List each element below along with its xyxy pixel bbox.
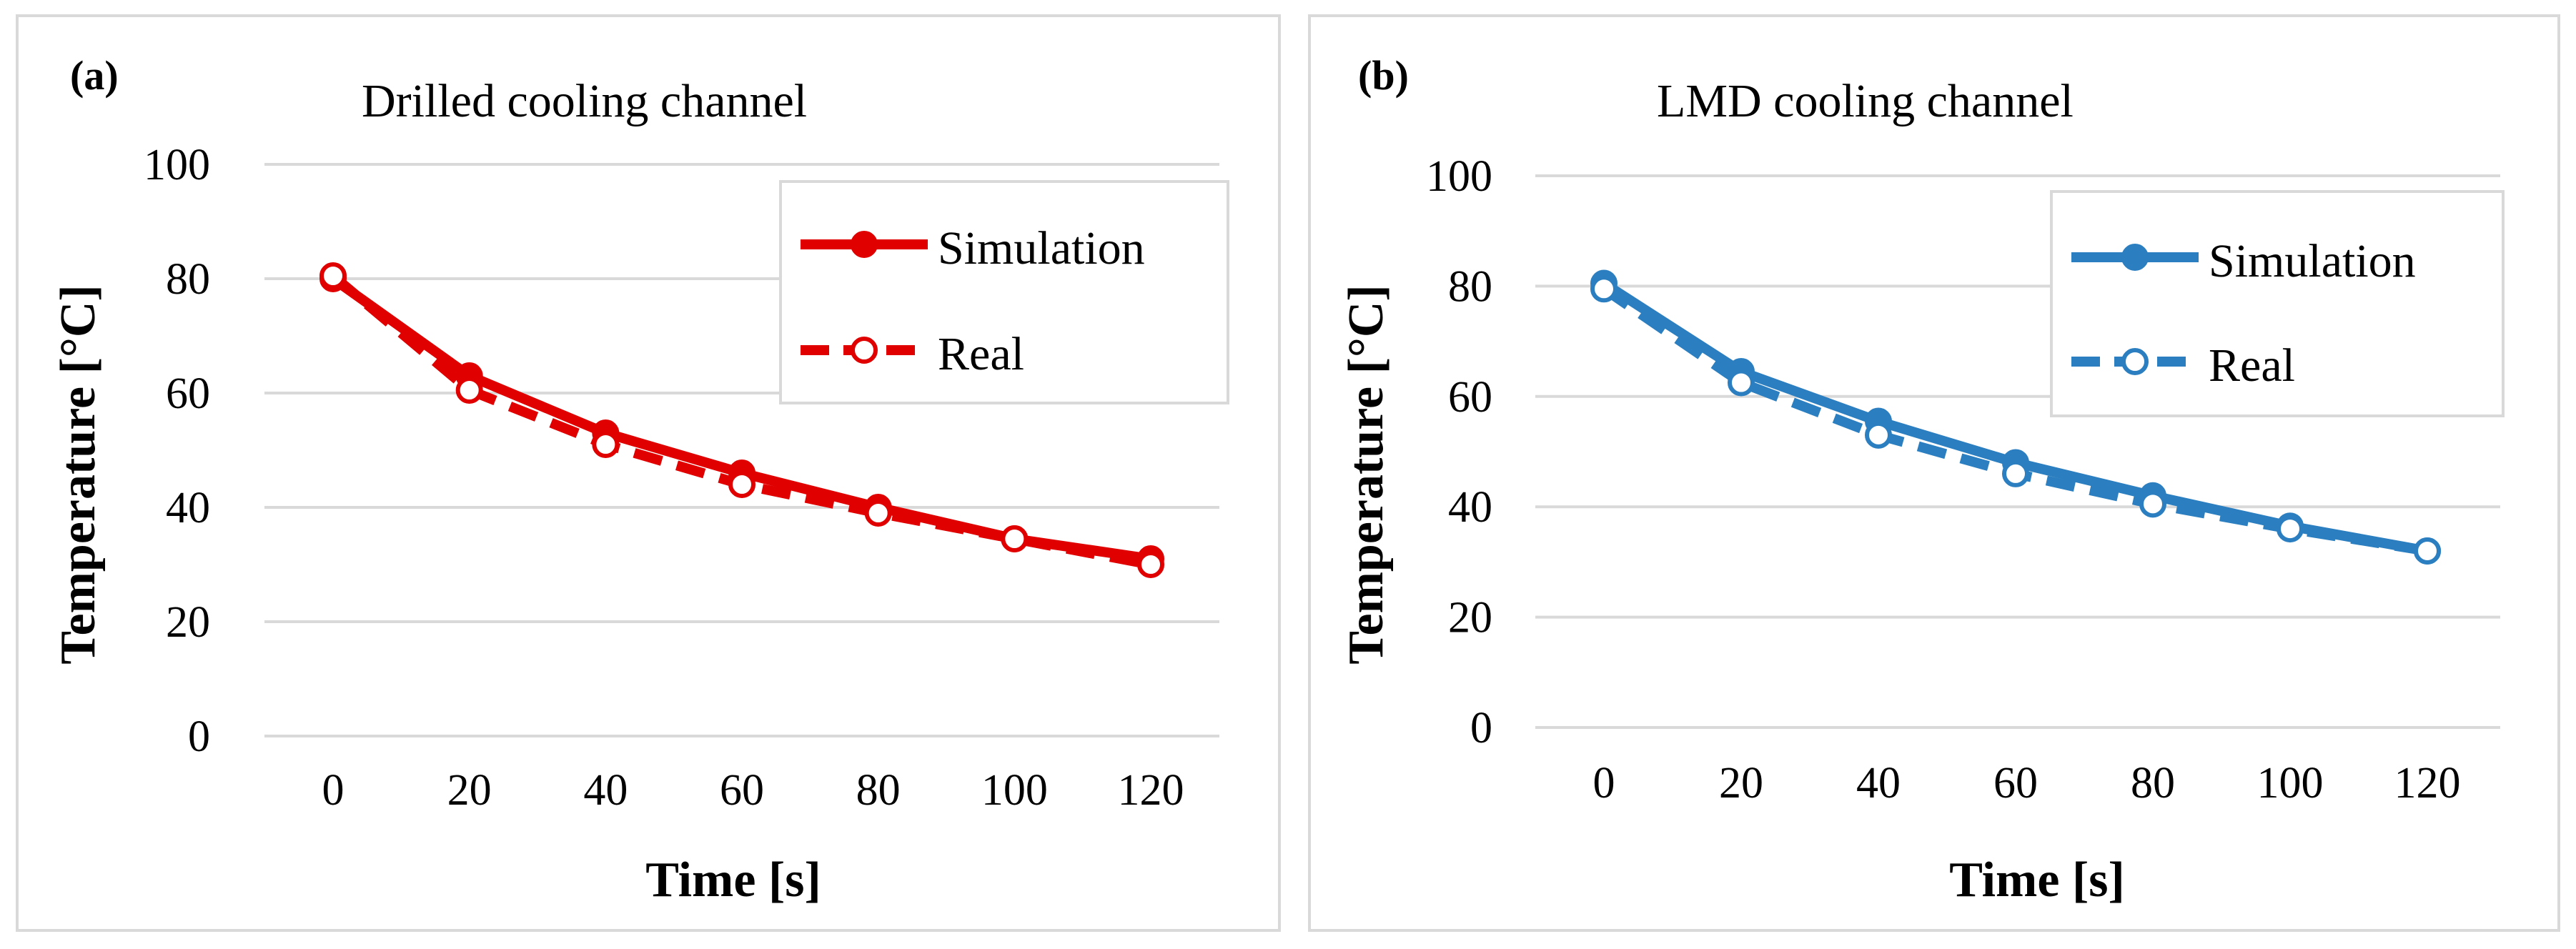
x-tick-label: 60 [1993, 759, 2038, 808]
y-tick-label: 100 [144, 141, 210, 189]
data-point-real [1590, 275, 1618, 303]
legend-item-simulation: Simulation [2053, 229, 2502, 287]
y-tick-label: 40 [166, 484, 210, 532]
plot-area: 0 20 40 60 80 100 0 20 40 60 80 100 120 [144, 141, 1219, 815]
legend-label-real: Real [2209, 339, 2295, 392]
chart-panel-a: (a) Drilled cooling channel 0 20 40 60 80 100… [16, 14, 1281, 932]
y-tick-label: 80 [166, 255, 210, 304]
x-tick-label: 100 [981, 766, 1048, 815]
plot-area: 0 20 40 60 80 100 0 20 40 60 80 100 120 [1426, 152, 2500, 808]
data-point-real [1137, 551, 1164, 578]
y-tick-label: 100 [1426, 152, 1492, 201]
data-point-real [864, 500, 892, 527]
x-tick-label: 40 [1856, 759, 1901, 808]
y-tick-label: 40 [1448, 483, 1492, 532]
data-point-real [2139, 490, 2166, 518]
legend-label-simulation: Simulation [2209, 235, 2416, 287]
x-tick-label: 80 [2131, 759, 2175, 808]
legend-item-simulation: Simulation [782, 216, 1227, 274]
data-point-real [455, 377, 483, 404]
data-point-real [592, 431, 620, 458]
y-axis-label: Temperature [°C] [1339, 284, 1394, 665]
y-tick-label: 20 [166, 598, 210, 647]
x-tick-label: 20 [447, 766, 492, 815]
x-tick-label: 40 [583, 766, 628, 815]
data-point-real [2277, 515, 2304, 543]
chart-panel-b: (b) LMD cooling channel 0 20 40 60 80 100 0 20 4… [1308, 14, 2560, 932]
data-point-real [1728, 369, 1755, 397]
x-tick-label: 0 [322, 766, 345, 815]
data-point-real [1865, 421, 1892, 449]
x-tick-label: 0 [1593, 759, 1615, 808]
x-tick-label: 120 [1118, 766, 1184, 815]
legend-label-simulation: Simulation [938, 222, 1145, 274]
legend-item-real: Real [2053, 333, 2502, 392]
x-axis-label: Time [s] [645, 853, 821, 908]
y-tick-label: 60 [166, 369, 210, 418]
panel-label: (b) [1358, 52, 1409, 99]
y-tick-label: 80 [1448, 262, 1492, 311]
data-point-real [319, 262, 347, 289]
x-tick-label: 20 [1719, 759, 1763, 808]
data-point-real [1001, 525, 1029, 552]
panel-label: (a) [70, 52, 119, 99]
chart-title: LMD cooling channel [1657, 75, 2074, 127]
chart-title: Drilled cooling channel [362, 75, 808, 127]
data-point-real [2414, 537, 2441, 565]
y-tick-label: 20 [1448, 594, 1492, 642]
x-tick-label: 60 [720, 766, 764, 815]
legend-item-real: Real [782, 322, 1227, 380]
data-point-real [728, 471, 756, 498]
legend: Simulation Real [2050, 190, 2505, 417]
x-axis-label: Time [s] [1949, 853, 2125, 908]
x-tick-label: 80 [856, 766, 901, 815]
legend: Simulation Real [779, 180, 1229, 404]
y-axis-label: Temperature [°C] [51, 284, 106, 665]
y-tick-label: 0 [188, 712, 210, 761]
legend-label-real: Real [938, 328, 1024, 380]
data-point-real [2002, 459, 2029, 487]
y-tick-label: 60 [1448, 373, 1492, 422]
y-tick-label: 0 [1470, 704, 1492, 752]
x-tick-label: 120 [2394, 759, 2461, 808]
x-tick-label: 100 [2257, 759, 2324, 808]
